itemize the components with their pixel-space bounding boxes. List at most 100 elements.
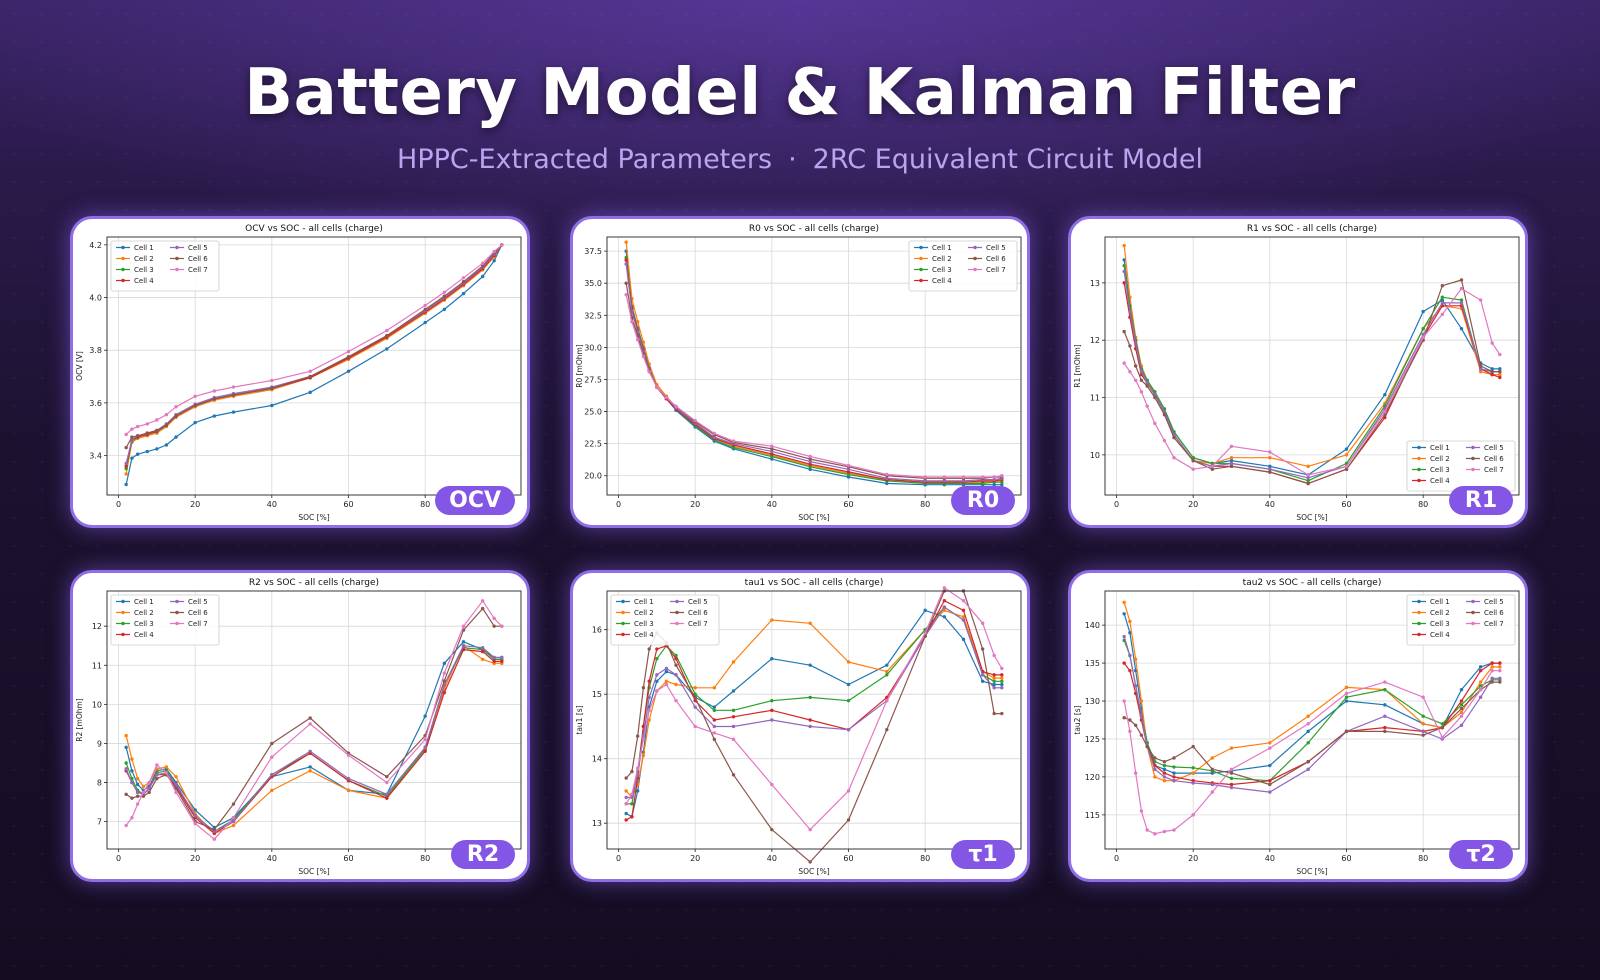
- chart4-point: [492, 659, 496, 664]
- chart4-point: [270, 741, 274, 746]
- chart4-point: [308, 716, 312, 720]
- chart6-point: [1122, 661, 1126, 665]
- chart3-point: [1229, 444, 1234, 448]
- chart3-point: [1122, 281, 1126, 285]
- chart5-point: [846, 818, 851, 822]
- chart5-point: [664, 669, 669, 674]
- chart3-point: [1133, 341, 1138, 345]
- chart2-point: [624, 255, 628, 260]
- chart5-point: [655, 657, 659, 661]
- chart4-ytick-label: 10: [92, 700, 102, 709]
- chart2-point: [992, 477, 996, 482]
- chart6-point: [1498, 665, 1502, 669]
- chart2-legend-label: Cell 6: [986, 255, 1006, 263]
- chart3-point: [1459, 301, 1464, 305]
- chart1-xtick-label: 20: [190, 500, 200, 509]
- chart3-xtick-label: 0: [1114, 500, 1119, 509]
- chart2-legend: Cell 1 Cell 2 Cell 3 Cell 4 Cell 5 Cell 6 Cell…: [908, 240, 1018, 292]
- chart2-point: [808, 465, 812, 469]
- chart6-point: [1122, 600, 1126, 605]
- chart4-legend-label: Cell 4: [134, 631, 154, 639]
- chart4-point: [461, 640, 466, 644]
- chart1-xtick-label: 40: [267, 500, 277, 509]
- r1-chart: R1 vs SOC - all cells (charge) 0 20 40 60 80 1…: [1073, 224, 1520, 522]
- chart3-point: [1498, 370, 1502, 374]
- chart6-point: [1145, 744, 1149, 749]
- chart6-point: [1172, 779, 1176, 783]
- chart6-point: [1306, 722, 1310, 726]
- chart5-point: [808, 621, 812, 625]
- chart4-point: [231, 819, 236, 824]
- chart4-point: [135, 794, 140, 798]
- chart3-point: [1122, 329, 1126, 334]
- chart5-ylabel: tau1 [s]: [575, 705, 584, 734]
- chart5-point: [664, 682, 669, 687]
- chart4-point: [130, 757, 134, 761]
- chart3-xtick-label: 20: [1188, 500, 1198, 509]
- chart2-legend-box: [908, 240, 1018, 292]
- chart4-point: [174, 782, 178, 787]
- chart4-point: [124, 767, 128, 771]
- chart5-point: [808, 695, 812, 700]
- chart1-point: [155, 447, 159, 451]
- chart5-point: [655, 689, 659, 693]
- chart2-point: [961, 479, 966, 483]
- chart5-point: [846, 660, 851, 664]
- chart3-point: [1498, 372, 1502, 377]
- chart2-point: [770, 447, 774, 451]
- chart6-ytick-label: 125: [1085, 735, 1100, 744]
- chart3-point: [1490, 341, 1494, 345]
- chart4-point: [385, 774, 389, 779]
- chart6-plot-frame: [1104, 590, 1520, 850]
- chart6-point: [1268, 779, 1272, 783]
- chart4-xtick-label: 60: [343, 854, 353, 863]
- chart1-point: [164, 413, 169, 417]
- chart1-point: [461, 291, 466, 296]
- chart4-point: [308, 722, 312, 726]
- chart3-point: [1145, 384, 1149, 388]
- chart6-point: [1191, 744, 1195, 749]
- chart2-point: [624, 262, 628, 266]
- chart5-point: [731, 715, 736, 719]
- chart5-point: [712, 724, 717, 729]
- chart5-legend-marker: [675, 610, 679, 615]
- chart3-point: [1229, 464, 1234, 469]
- chart4-point: [442, 671, 447, 675]
- chart6-legend-box: [1406, 594, 1516, 646]
- chart6-point: [1268, 746, 1272, 750]
- chart6-legend-label: Cell 1: [1430, 598, 1450, 606]
- chart6-series-line-3: [1123, 640, 1500, 782]
- chart3-point: [1421, 309, 1425, 314]
- chart2-legend-label: Cell 1: [932, 244, 952, 252]
- chart6-ytick-label: 135: [1085, 659, 1100, 668]
- chart1-legend-label: Cell 1: [134, 244, 154, 252]
- chart3-ytick-label: 13: [1090, 279, 1100, 288]
- chart4-point: [442, 690, 447, 695]
- chart1-series-line-7: [125, 244, 503, 435]
- chart1-point: [124, 445, 128, 450]
- chart2-title: R0 vs SOC - all cells (charge): [749, 224, 879, 234]
- chart1-xtick-label: 0: [116, 500, 121, 509]
- chart3-series-line-2: [1123, 245, 1500, 467]
- chart6-legend-marker: [1417, 621, 1421, 626]
- chart3-point: [1440, 312, 1445, 317]
- chart4-legend-box: [110, 594, 220, 646]
- chart1-point: [480, 264, 485, 268]
- chart6-point: [1306, 714, 1310, 718]
- chart6-legend-marker: [1417, 610, 1421, 615]
- chart4-point: [130, 796, 134, 800]
- chart6-point: [1268, 763, 1272, 768]
- chart5-point: [770, 708, 774, 713]
- chart4-point: [135, 782, 140, 787]
- chart2-point: [712, 431, 717, 436]
- chart6-point: [1162, 763, 1167, 768]
- chart5-point: [980, 621, 985, 625]
- chart5-point: [635, 789, 640, 793]
- chart3-point: [1490, 372, 1494, 377]
- chart1-point: [155, 418, 159, 422]
- ocv-chart: OCV vs SOC - all cells (charge) 0 20 40 60 80…: [75, 224, 522, 522]
- chart2-point: [808, 457, 812, 461]
- chart3-xtick-label: 80: [1418, 500, 1428, 509]
- chart2-plot-frame: [606, 236, 1022, 496]
- chart3-point: [1459, 278, 1464, 282]
